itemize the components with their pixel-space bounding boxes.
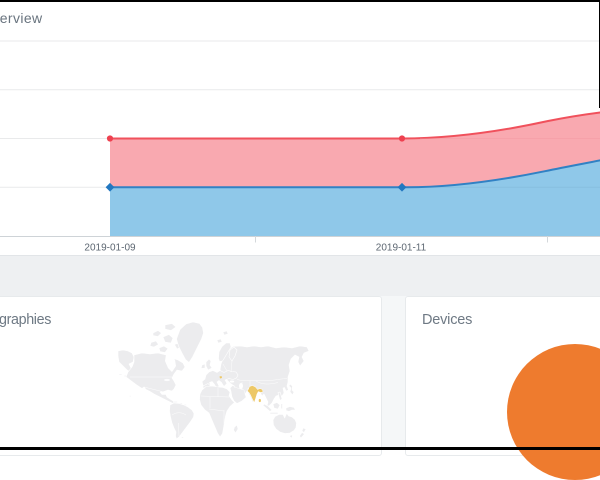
svg-text:2019-01-11: 2019-01-11 — [376, 243, 427, 254]
svg-text:2019-01-09: 2019-01-09 — [84, 243, 136, 254]
